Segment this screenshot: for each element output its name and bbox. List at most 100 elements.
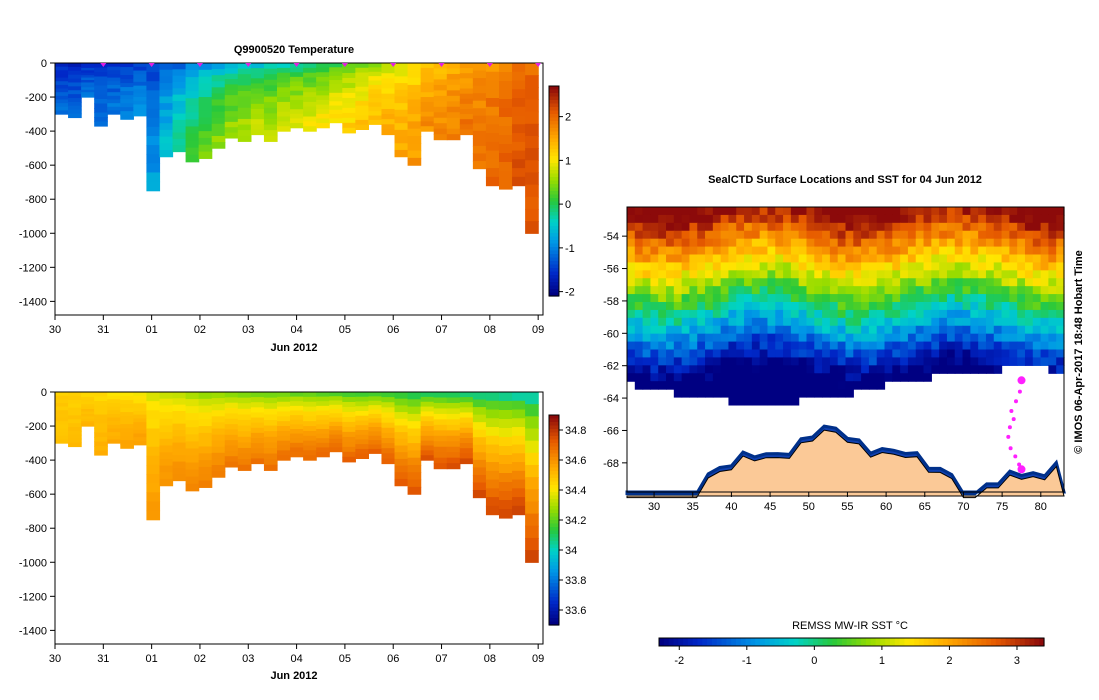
sst-cell [814, 373, 823, 382]
map-colorbar-band [813, 638, 819, 646]
sst-cell [666, 214, 675, 224]
temp-profile-cell [198, 117, 213, 125]
map-x-tick-label: 30 [648, 501, 660, 513]
map-colorbar-band [914, 638, 920, 646]
temp-profile-cell [277, 126, 291, 132]
sst-cell [728, 302, 737, 311]
sal-profile-cell [329, 404, 343, 410]
sst-cell [1048, 214, 1057, 224]
sst-cell [712, 246, 722, 256]
temp-profile-cell [303, 72, 317, 79]
temp-profile-cell [420, 97, 435, 103]
temp-profile-cell [250, 78, 265, 85]
colorbar-band [549, 562, 559, 567]
sst-cell [720, 373, 730, 382]
sal-profile-cell [329, 438, 343, 444]
sst-cell [900, 286, 909, 295]
sst-cell [1048, 262, 1057, 271]
temp-profile-cell [355, 110, 370, 116]
map-colorbar-band [755, 638, 761, 646]
map-colorbar-band [952, 638, 958, 646]
sst-cell [1040, 309, 1049, 319]
sst-cell [822, 254, 831, 264]
sst-cell [767, 389, 776, 398]
colorbar-band [549, 558, 559, 563]
sal-profile-cell [198, 473, 213, 482]
map-colorbar-band [760, 638, 766, 646]
temp-profile-cell [407, 70, 422, 79]
sst-cell [868, 294, 878, 303]
sal-profile-cell [94, 396, 108, 402]
sst-cell [806, 270, 815, 279]
sst-cell [1009, 317, 1018, 327]
sst-cell [853, 222, 862, 232]
sal-profile-cell [94, 432, 108, 438]
sst-cell [658, 262, 667, 271]
sst-cell [1032, 207, 1042, 216]
sst-cell [712, 230, 722, 240]
sal-profile-cell [525, 550, 539, 563]
sst-cell [892, 309, 901, 319]
sst-cell [634, 246, 644, 256]
sst-cell [759, 381, 769, 390]
temp-profile-cell [68, 74, 82, 80]
colorbar-band [549, 586, 559, 591]
sst-cell [736, 373, 745, 382]
sst-cell [744, 397, 753, 406]
temp-profile-cell [107, 92, 121, 97]
sst-cell [1001, 230, 1010, 240]
temp-profile-cell [368, 89, 383, 95]
sst-cell [783, 270, 792, 279]
temp-profile-cell [459, 129, 474, 136]
sal-profile-cell [316, 410, 330, 416]
temp-profile-cell [290, 104, 304, 110]
sst-cell [642, 286, 652, 295]
temp-profile-cell [512, 124, 526, 134]
sst-cell [884, 317, 893, 327]
temp-profile-cell [94, 63, 108, 69]
sal-profile-cell [459, 392, 474, 398]
sst-cell [681, 357, 691, 366]
sst-cell [681, 214, 691, 224]
sst-cell [790, 207, 800, 216]
sal-profile-cell [198, 446, 213, 454]
sst-cell [1009, 349, 1018, 359]
sst-cell [751, 357, 761, 366]
sst-cell [627, 238, 636, 248]
sst-cell [970, 333, 979, 343]
sst-cell [868, 278, 878, 287]
sal-profile-cell [120, 404, 134, 409]
colorbar-band [549, 250, 559, 255]
sst-cell [759, 373, 769, 382]
temp-profile-cell [381, 119, 396, 125]
sst-cell [697, 294, 706, 303]
temp-profile-cell [211, 105, 226, 113]
sst-cell [751, 325, 761, 335]
sst-cell [822, 381, 831, 390]
sal-profile-cell [94, 428, 108, 434]
sal-profile-cell [263, 425, 278, 432]
map-colorbar-band [890, 638, 896, 646]
sal-profile-cell [459, 417, 474, 424]
colorbar-tick-label: 34 [565, 545, 577, 557]
sal-profile-cell [107, 402, 121, 408]
colorbar-band [549, 464, 559, 469]
sst-cell [650, 333, 659, 343]
sst-cell [705, 341, 714, 351]
sal-profile-cell [446, 402, 461, 410]
temp-profile-cell [250, 68, 265, 74]
sal-profile-cell [250, 402, 265, 408]
sst-cell [720, 325, 730, 335]
sst-cell [837, 270, 847, 279]
sst-cell [814, 230, 823, 240]
sst-cell [837, 373, 847, 382]
map-colorbar-band [885, 638, 891, 646]
sst-cell [939, 214, 948, 224]
sst-cell [775, 294, 784, 303]
sst-cell [751, 397, 761, 406]
temp-profile-cell [224, 95, 239, 102]
sst-cell [759, 325, 769, 335]
sal-profile-cell [329, 396, 343, 402]
sst-cell [970, 325, 979, 335]
sst-cell [634, 349, 644, 359]
